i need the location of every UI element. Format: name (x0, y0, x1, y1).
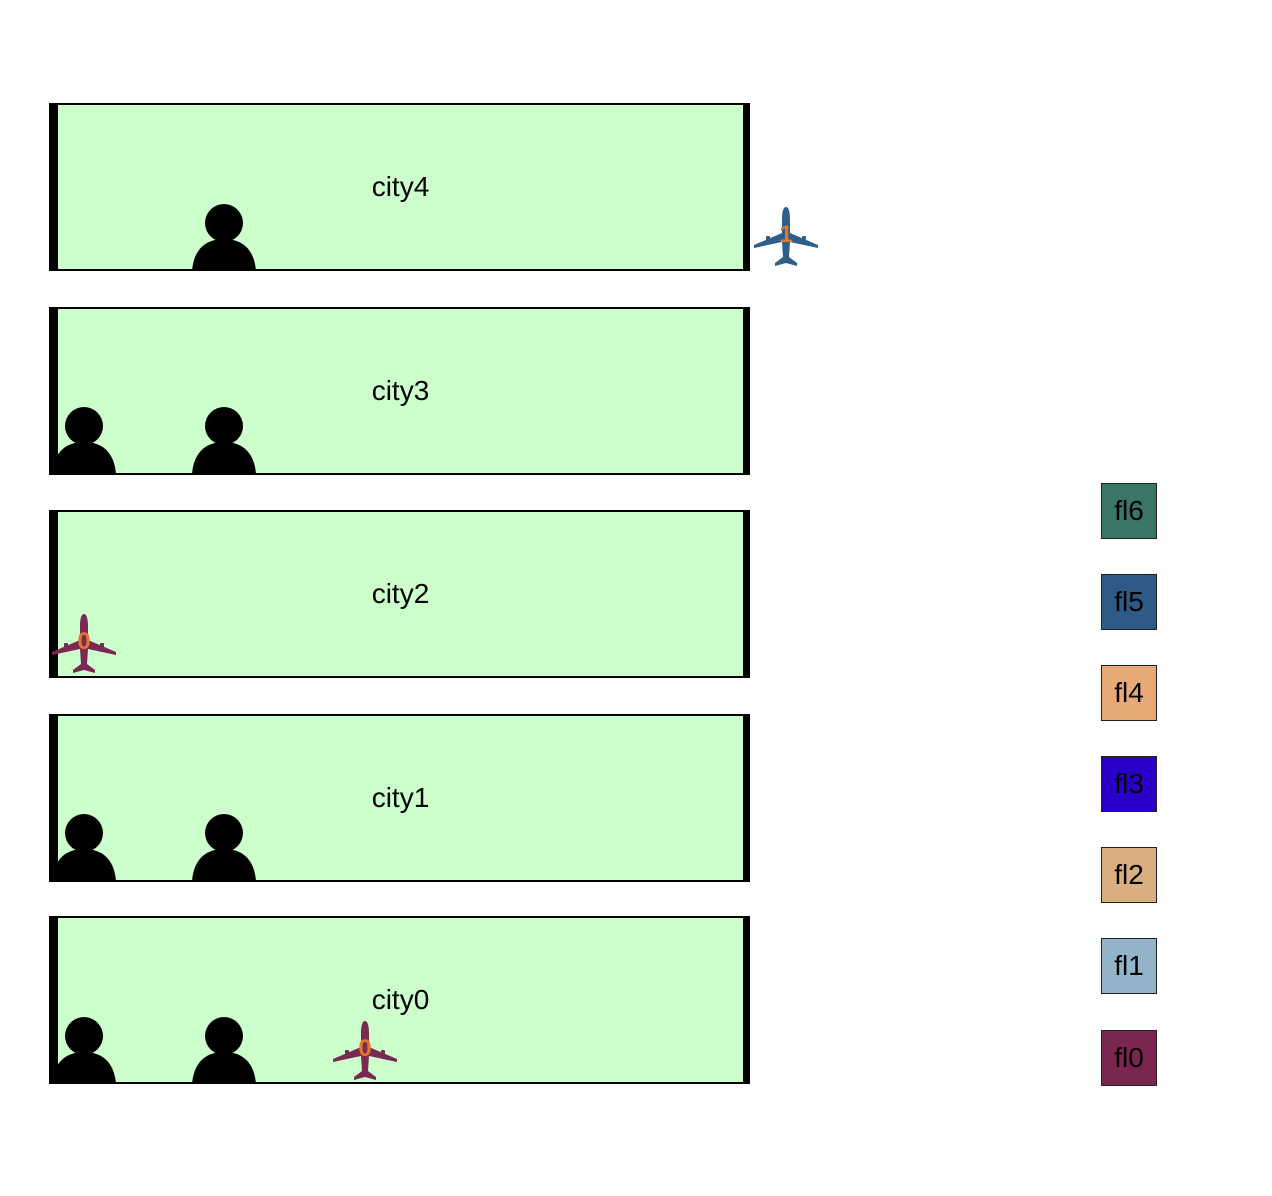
airplane-icon[interactable]: 0 (331, 1019, 399, 1083)
plane-number: 1 (779, 221, 793, 248)
city-city1: city1 (49, 714, 750, 882)
floor-fl6[interactable]: fl6 (1101, 483, 1157, 539)
airplane-icon[interactable]: 1 (752, 205, 820, 269)
airplane-icon[interactable]: 0 (50, 612, 118, 676)
city-city0: city0 (49, 916, 750, 1084)
city-city3: city3 (49, 307, 750, 475)
city-city2: city2 (49, 510, 750, 678)
person-icon[interactable] (192, 203, 256, 271)
person-icon[interactable] (52, 406, 116, 474)
city-city4: city4 (49, 103, 750, 271)
floor-fl2[interactable]: fl2 (1101, 847, 1157, 903)
city-label: city4 (371, 171, 430, 202)
plane-number: 0 (358, 1035, 372, 1062)
floor-fl0[interactable]: fl0 (1101, 1030, 1157, 1086)
floor-fl5[interactable]: fl5 (1101, 574, 1157, 630)
person-icon[interactable] (192, 406, 256, 474)
person-icon[interactable] (52, 1016, 116, 1084)
person-icon[interactable] (52, 813, 116, 881)
city-label: city1 (371, 782, 430, 813)
city-label: city2 (371, 578, 430, 609)
plane-number: 0 (77, 628, 91, 655)
city-label: city3 (371, 375, 430, 406)
floor-fl3[interactable]: fl3 (1101, 756, 1157, 812)
city-label: city0 (371, 984, 430, 1015)
person-icon[interactable] (192, 1016, 256, 1084)
floor-fl1[interactable]: fl1 (1101, 938, 1157, 994)
person-icon[interactable] (192, 813, 256, 881)
floor-fl4[interactable]: fl4 (1101, 665, 1157, 721)
